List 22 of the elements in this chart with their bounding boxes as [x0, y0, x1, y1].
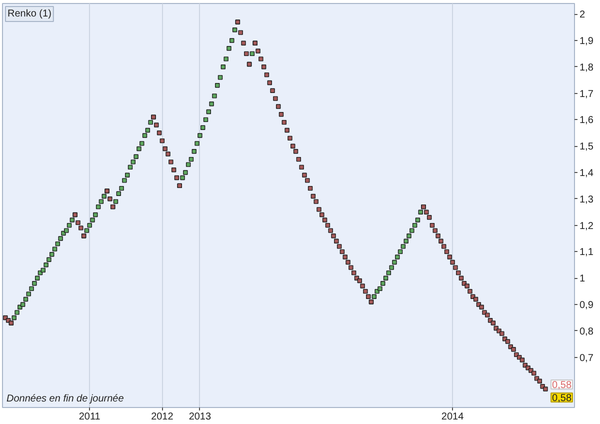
x-tick-label: 2014 [441, 412, 464, 422]
y-tick-label: 0,8 [580, 326, 594, 338]
x-tick-label: 2011 [78, 412, 101, 422]
y-tick-label: 1,4 [580, 168, 594, 179]
y-tick-label: 1,9 [580, 36, 594, 47]
text: 0,58 [552, 393, 572, 404]
text: Renko (1) [8, 8, 52, 20]
y-tick-label: 1,2 [580, 220, 594, 232]
y-tick-label: 0,7 [580, 352, 594, 364]
annotation: Données en fin de journée [6, 394, 124, 404]
x-tick-label: 2013 [188, 412, 212, 422]
y-tick-label: 1,3 [580, 194, 594, 206]
y-tick-label: 0,9 [580, 300, 594, 312]
y-tick-label: 1,8 [580, 62, 594, 74]
y-tick-label: 1,6 [580, 115, 594, 126]
y-tick-label: 1,7 [580, 88, 594, 100]
text: 0,58 [552, 380, 572, 391]
y-tick-label: 1 [580, 274, 586, 285]
y-tick-label: 1,1 [580, 247, 594, 258]
y-tick-label: 2 [580, 10, 586, 21]
y-tick-label: 1,5 [580, 142, 594, 153]
x-tick-label: 2012 [151, 412, 174, 422]
